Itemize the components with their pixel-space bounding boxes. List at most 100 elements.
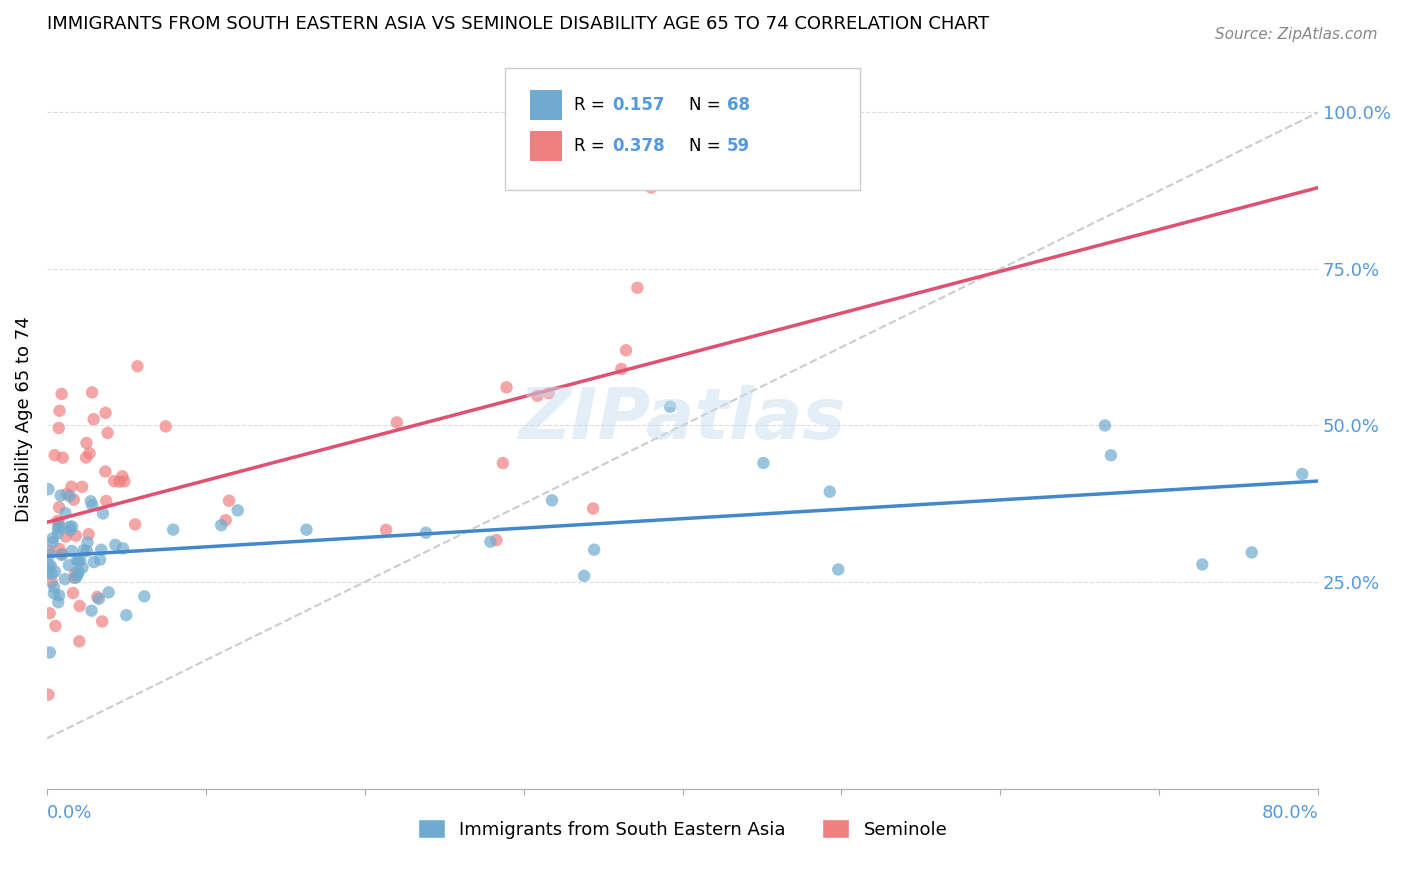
Y-axis label: Disability Age 65 to 74: Disability Age 65 to 74 — [15, 317, 32, 522]
Point — [46, 595, 69, 609]
Point — [375, 523, 398, 537]
Point — [65, 566, 87, 580]
Text: 0.157: 0.157 — [613, 96, 665, 114]
Text: 80.0%: 80.0% — [1261, 805, 1319, 822]
Point — [66, 567, 89, 582]
Point — [541, 493, 564, 508]
Point — [83, 555, 105, 569]
Point — [60, 480, 83, 494]
Text: N =: N = — [689, 136, 725, 155]
Point — [91, 615, 114, 629]
Point — [53, 572, 76, 586]
Point — [65, 570, 87, 584]
Point — [91, 507, 114, 521]
Point — [90, 542, 112, 557]
Point — [572, 569, 595, 583]
Point — [111, 469, 134, 483]
Point — [614, 343, 637, 358]
Point — [385, 415, 408, 429]
Text: R =: R = — [575, 136, 610, 155]
Point — [94, 465, 117, 479]
Point — [63, 492, 86, 507]
Text: ZIPatlas: ZIPatlas — [519, 384, 846, 454]
Point — [76, 436, 98, 450]
Point — [215, 513, 238, 527]
Point — [55, 529, 77, 543]
Point — [37, 482, 59, 496]
Point — [72, 543, 94, 558]
Point — [46, 514, 69, 528]
Point — [69, 553, 91, 567]
Point — [37, 558, 59, 572]
Point — [124, 517, 146, 532]
Point — [659, 400, 682, 414]
FancyBboxPatch shape — [530, 131, 562, 161]
Point — [86, 590, 108, 604]
Point — [115, 608, 138, 623]
Point — [51, 547, 73, 561]
Text: IMMIGRANTS FROM SOUTH EASTERN ASIA VS SEMINOLE DISABILITY AGE 65 TO 74 CORRELATI: IMMIGRANTS FROM SOUTH EASTERN ASIA VS SE… — [46, 15, 988, 33]
Point — [415, 525, 437, 540]
Point — [827, 562, 849, 576]
Point — [1240, 545, 1263, 559]
Point — [51, 548, 73, 562]
Point — [37, 543, 59, 558]
Point — [44, 565, 66, 579]
Point — [70, 480, 93, 494]
Point — [80, 385, 103, 400]
Point — [37, 565, 59, 579]
Text: N =: N = — [689, 96, 725, 114]
Text: 68: 68 — [727, 96, 749, 114]
Point — [59, 489, 82, 503]
Point — [38, 547, 60, 561]
Point — [38, 606, 60, 620]
Point — [37, 688, 59, 702]
Point — [60, 519, 83, 533]
Point — [42, 580, 65, 594]
Point — [218, 493, 240, 508]
Point — [51, 387, 73, 401]
Point — [42, 532, 65, 546]
Point — [155, 419, 177, 434]
Point — [67, 634, 90, 648]
Point — [226, 503, 249, 517]
Point — [209, 518, 232, 533]
Point — [46, 526, 69, 541]
Point — [103, 474, 125, 488]
Point — [104, 538, 127, 552]
Point — [818, 484, 841, 499]
Point — [79, 446, 101, 460]
Point — [82, 498, 104, 512]
Point — [1191, 558, 1213, 572]
Point — [67, 554, 90, 568]
Point — [127, 359, 149, 374]
Point — [582, 501, 605, 516]
Point — [111, 541, 134, 556]
Point — [752, 456, 775, 470]
Point — [77, 527, 100, 541]
Point — [162, 523, 184, 537]
Point — [76, 535, 98, 549]
Point — [479, 534, 502, 549]
Point — [66, 553, 89, 567]
Point — [52, 450, 75, 465]
Point — [96, 494, 118, 508]
Text: 0.378: 0.378 — [613, 136, 665, 155]
Point — [72, 560, 94, 574]
Point — [108, 475, 131, 489]
Point — [62, 586, 84, 600]
Point — [59, 524, 82, 538]
Point — [89, 552, 111, 566]
Point — [112, 475, 135, 489]
Point — [295, 523, 318, 537]
Point — [41, 574, 63, 589]
Point — [626, 281, 648, 295]
Point — [42, 586, 65, 600]
Point — [48, 588, 70, 602]
Point — [44, 619, 66, 633]
Point — [41, 535, 63, 549]
Point — [48, 404, 70, 418]
Point — [1094, 418, 1116, 433]
Point — [526, 389, 548, 403]
Point — [610, 362, 633, 376]
